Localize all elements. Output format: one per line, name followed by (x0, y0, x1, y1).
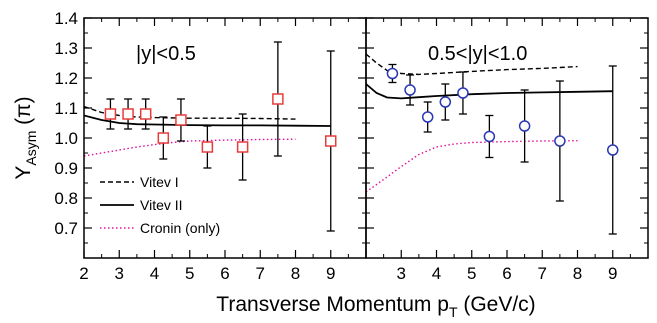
x-tick-label: 7 (256, 264, 265, 283)
x-tick-label: 7 (538, 264, 547, 283)
x-tick-label: 4 (150, 264, 159, 283)
data-point (122, 108, 134, 120)
cronin-curve (366, 140, 578, 193)
x-tick-label: 3 (397, 264, 406, 283)
panels-layer: 0.7 0.8 0.9 1.0 1.1 1.2 1.3 1.4 2 3 4 5 6 7 8 9 |y|<0.5 3… (54, 9, 649, 283)
x-tick-label: 6 (220, 264, 229, 283)
x-tick-label: 6 (502, 264, 511, 283)
data-point (421, 111, 434, 123)
x-axis-title-main: Transverse Momentum p (216, 293, 449, 316)
legend-label: Cronin (only) (140, 220, 220, 236)
x-tick-label: 9 (608, 264, 617, 283)
vitev-1-curve (366, 53, 578, 76)
panel-frame (365, 17, 649, 259)
data-point (175, 114, 187, 126)
x-axis-title-unit: (GeV/c) (458, 293, 536, 316)
data-point (607, 144, 619, 156)
data-point (157, 132, 170, 144)
vitev-2-curve (84, 114, 331, 127)
y-axis-title: YAsym (π) (12, 96, 39, 179)
data-point (439, 96, 452, 108)
data-point (483, 130, 496, 143)
x-tick-label: 5 (185, 264, 194, 283)
data-point (404, 84, 416, 96)
y-axis-title-main: Y (12, 166, 35, 180)
y-tick-label: 0.7 (54, 219, 78, 238)
y-axis-title-suffix: (π) (12, 96, 35, 130)
x-tick-label: 9 (326, 264, 335, 283)
x-axis-title: Transverse Momentum pT (GeV/c) (216, 293, 535, 320)
data-point (236, 141, 249, 153)
y-tick-label: 1.0 (54, 129, 78, 148)
panel-label: |y|<0.5 (136, 43, 196, 65)
y-axis-title-sub: Asym (23, 131, 39, 166)
data-point (457, 87, 469, 99)
x-tick-label: 2 (79, 264, 88, 283)
y-tick-label: 0.8 (54, 189, 78, 208)
x-axis-title-sub: T (449, 304, 458, 320)
data-point (272, 93, 284, 105)
x-tick-label: 4 (432, 264, 441, 283)
x-tick-label: 5 (467, 264, 476, 283)
data-point (201, 141, 214, 153)
data-point (139, 108, 152, 120)
y-tick-label: 1.4 (54, 9, 78, 28)
vitev-2-curve (366, 83, 613, 100)
data-point (104, 108, 117, 120)
panel-label: 0.5<|y|<1.0 (428, 43, 527, 65)
y-tick-label: 1.2 (54, 69, 78, 88)
x-tick-label: 8 (573, 264, 582, 283)
x-tick-label: 8 (291, 264, 300, 283)
y-tick-label: 0.9 (54, 159, 78, 178)
panel-frame (83, 17, 367, 259)
legend-label: Vitev II (140, 197, 183, 213)
panel-1: 0.7 0.8 0.9 1.0 1.1 1.2 1.3 1.4 2 3 4 5 6 7 8 9 |y|<0.5 (54, 9, 367, 283)
cronin-curve (84, 138, 296, 157)
legend-label: Vitev I (140, 174, 179, 190)
y-tick-label: 1.3 (54, 39, 78, 58)
legend: Vitev I Vitev II Cronin (only) (100, 174, 220, 236)
data-point (325, 135, 337, 147)
data-point (386, 67, 399, 80)
panel-2: 3 4 5 6 7 8 9 0.5<|y|<1.0 (365, 17, 649, 283)
y-tick-label: 1.1 (54, 99, 78, 118)
data-point (518, 120, 531, 132)
data-point (554, 135, 566, 147)
x-tick-label: 3 (115, 264, 124, 283)
